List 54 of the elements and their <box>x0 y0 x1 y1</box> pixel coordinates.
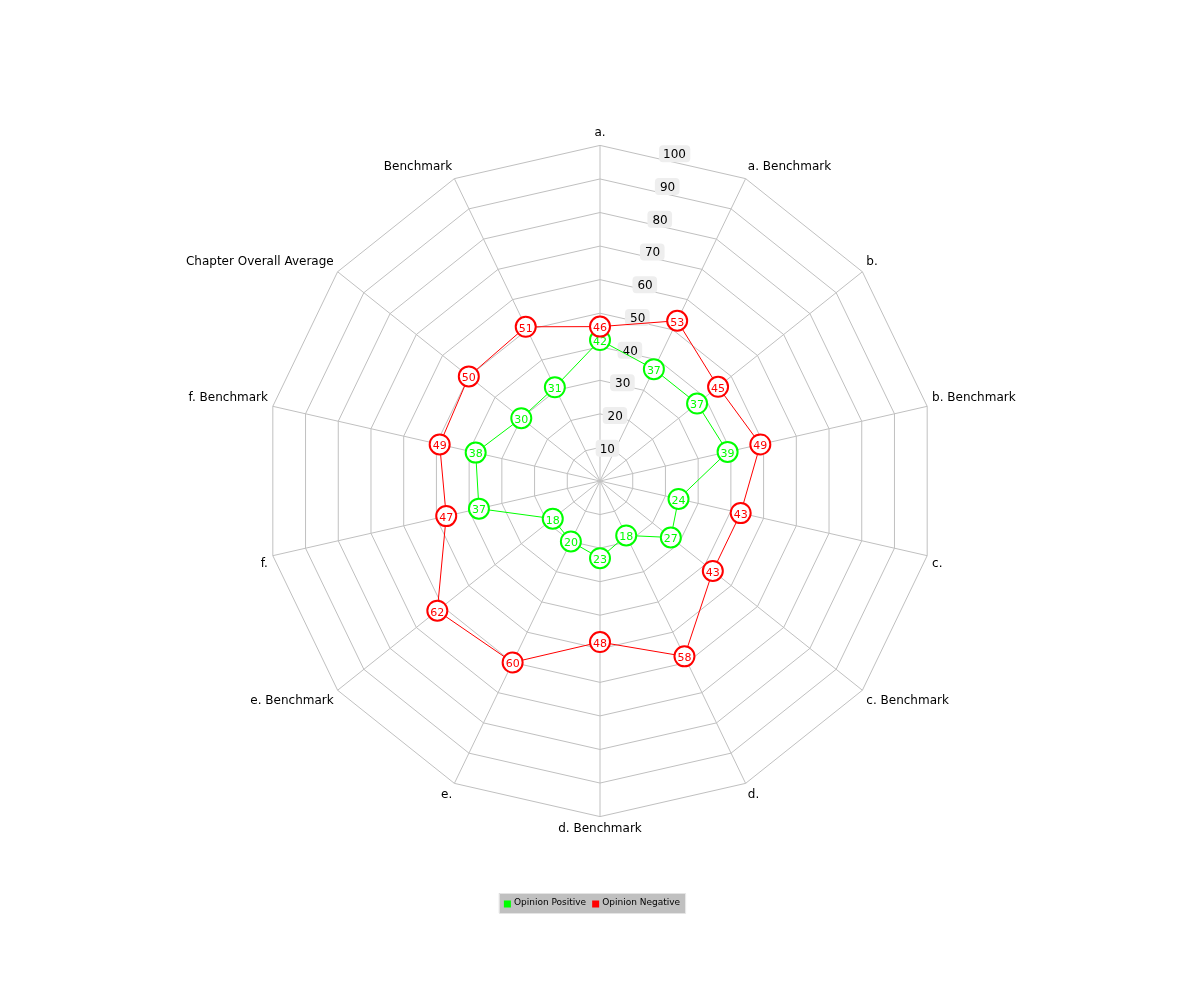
y-tick-label: 90 <box>659 180 676 195</box>
data-label: 46 <box>593 321 607 335</box>
spoke-label: a. <box>594 125 606 140</box>
data-label: 49 <box>753 439 768 453</box>
spoke-label: c. <box>932 556 943 571</box>
data-label: 47 <box>439 510 454 524</box>
data-label: 45 <box>711 381 726 395</box>
legend-label: Opinion Positive <box>513 897 587 908</box>
data-label: 23 <box>593 553 607 567</box>
y-tick-label: 10 <box>599 441 615 456</box>
data-label: 31 <box>547 382 562 396</box>
spoke-label: c. Benchmark <box>866 692 949 707</box>
data-label: 30 <box>514 413 529 427</box>
data-label: 43 <box>705 565 720 579</box>
data-label: 50 <box>461 371 476 385</box>
spoke-label: Chapter Overall Average <box>185 253 334 268</box>
spoke-label: b. Benchmark <box>932 390 1016 405</box>
data-label: 20 <box>563 536 578 550</box>
spoke-label: Benchmark <box>383 159 453 174</box>
data-label: 18 <box>619 530 634 544</box>
spoke-label: e. <box>441 787 453 802</box>
data-label: 60 <box>505 657 520 671</box>
y-tick-label: 70 <box>644 245 661 260</box>
data-label: 51 <box>518 321 533 335</box>
data-label: 38 <box>468 447 483 461</box>
data-label: 27 <box>663 532 678 546</box>
data-label: 48 <box>593 636 607 650</box>
legend-label: Opinion Negative <box>602 897 681 908</box>
data-label: 39 <box>720 446 735 460</box>
data-label: 37 <box>471 503 486 517</box>
spoke-label: d. <box>747 787 760 802</box>
spoke-label: f. Benchmark <box>188 390 268 405</box>
data-label: 37 <box>646 363 661 377</box>
y-tick-label: 30 <box>615 376 631 391</box>
spoke-label: f. <box>260 556 268 571</box>
y-tick-label: 100 <box>663 147 686 162</box>
y-tick-label: 80 <box>652 212 668 227</box>
data-label: 49 <box>432 439 447 453</box>
y-tick-label: 40 <box>622 343 638 358</box>
data-label: 43 <box>733 507 748 521</box>
data-label: 62 <box>430 605 445 619</box>
y-tick-label: 60 <box>637 278 653 293</box>
spoke-label: e. Benchmark <box>250 692 334 707</box>
y-tick-label: 50 <box>630 310 646 325</box>
data-label: 42 <box>593 334 607 348</box>
spoke-label: b. <box>866 253 878 268</box>
data-label: 24 <box>671 493 686 507</box>
y-tick-label: 20 <box>607 409 623 424</box>
spoke-label: a. Benchmark <box>747 159 832 174</box>
spoke-label: d. Benchmark <box>558 820 642 835</box>
data-label: 53 <box>670 315 685 329</box>
data-label: 18 <box>545 513 560 527</box>
data-label: 58 <box>677 651 692 665</box>
data-label: 37 <box>690 398 705 412</box>
